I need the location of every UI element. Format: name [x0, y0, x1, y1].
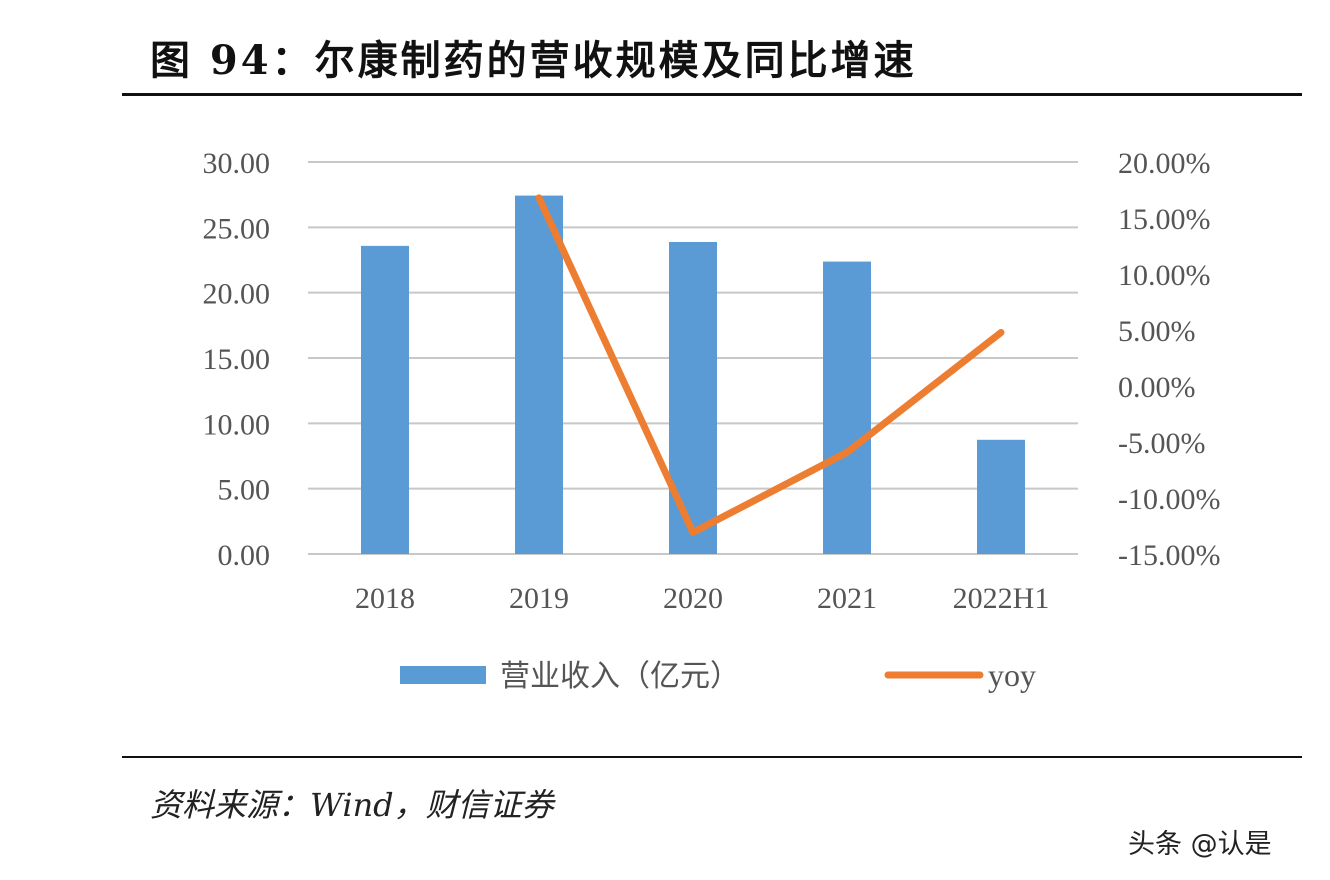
- left-tick-label: 10.00: [203, 408, 271, 441]
- watermark: 头条 @认是: [1128, 829, 1272, 860]
- legend-bar-label: 营业收入（亿元）: [500, 660, 740, 693]
- legend-line-label: yoy: [988, 657, 1036, 693]
- figure-title: 图 94：尔康制药的营收规模及同比增速: [150, 37, 917, 84]
- x-tick-label: 2020: [663, 582, 723, 615]
- left-tick-label: 0.00: [218, 539, 271, 572]
- right-tick-label: 5.00%: [1118, 315, 1196, 348]
- left-tick-label: 20.00: [203, 278, 271, 311]
- bar-2022H1: [977, 439, 1025, 554]
- x-tick-label: 2021: [817, 582, 877, 615]
- right-tick-label: -5.00%: [1118, 427, 1205, 460]
- yoy-line: [535, 194, 1005, 536]
- chart: 0.00 5.00 10.00 15.00 20.00 25.00 30.00 -15.00%…: [203, 147, 1221, 693]
- right-tick-label: 15.00%: [1118, 203, 1211, 236]
- right-tick-label: 10.00%: [1118, 259, 1211, 292]
- left-tick-label: 15.00: [203, 343, 271, 376]
- top-rule: [122, 93, 1302, 96]
- bar-2020: [669, 241, 717, 554]
- right-tick-label: -10.00%: [1118, 483, 1220, 516]
- bar-2018: [361, 245, 409, 554]
- legend-bar-swatch: [400, 666, 486, 684]
- right-tick-label: 20.00%: [1118, 147, 1211, 180]
- right-tick-label: 0.00%: [1118, 371, 1196, 404]
- x-tick-label: 2018: [355, 582, 415, 615]
- left-tick-label: 30.00: [203, 147, 271, 180]
- x-tick-label: 2019: [509, 582, 569, 615]
- x-tick-label: 2022H1: [953, 582, 1050, 615]
- right-tick-label: -15.00%: [1118, 539, 1220, 572]
- left-tick-label: 5.00: [218, 474, 271, 507]
- bottom-rule: [122, 756, 1302, 758]
- bar-2021: [823, 261, 871, 554]
- source-note: 资料来源：Wind，财信证券: [150, 786, 554, 824]
- bar-2019: [515, 195, 563, 554]
- left-tick-label: 25.00: [203, 212, 271, 245]
